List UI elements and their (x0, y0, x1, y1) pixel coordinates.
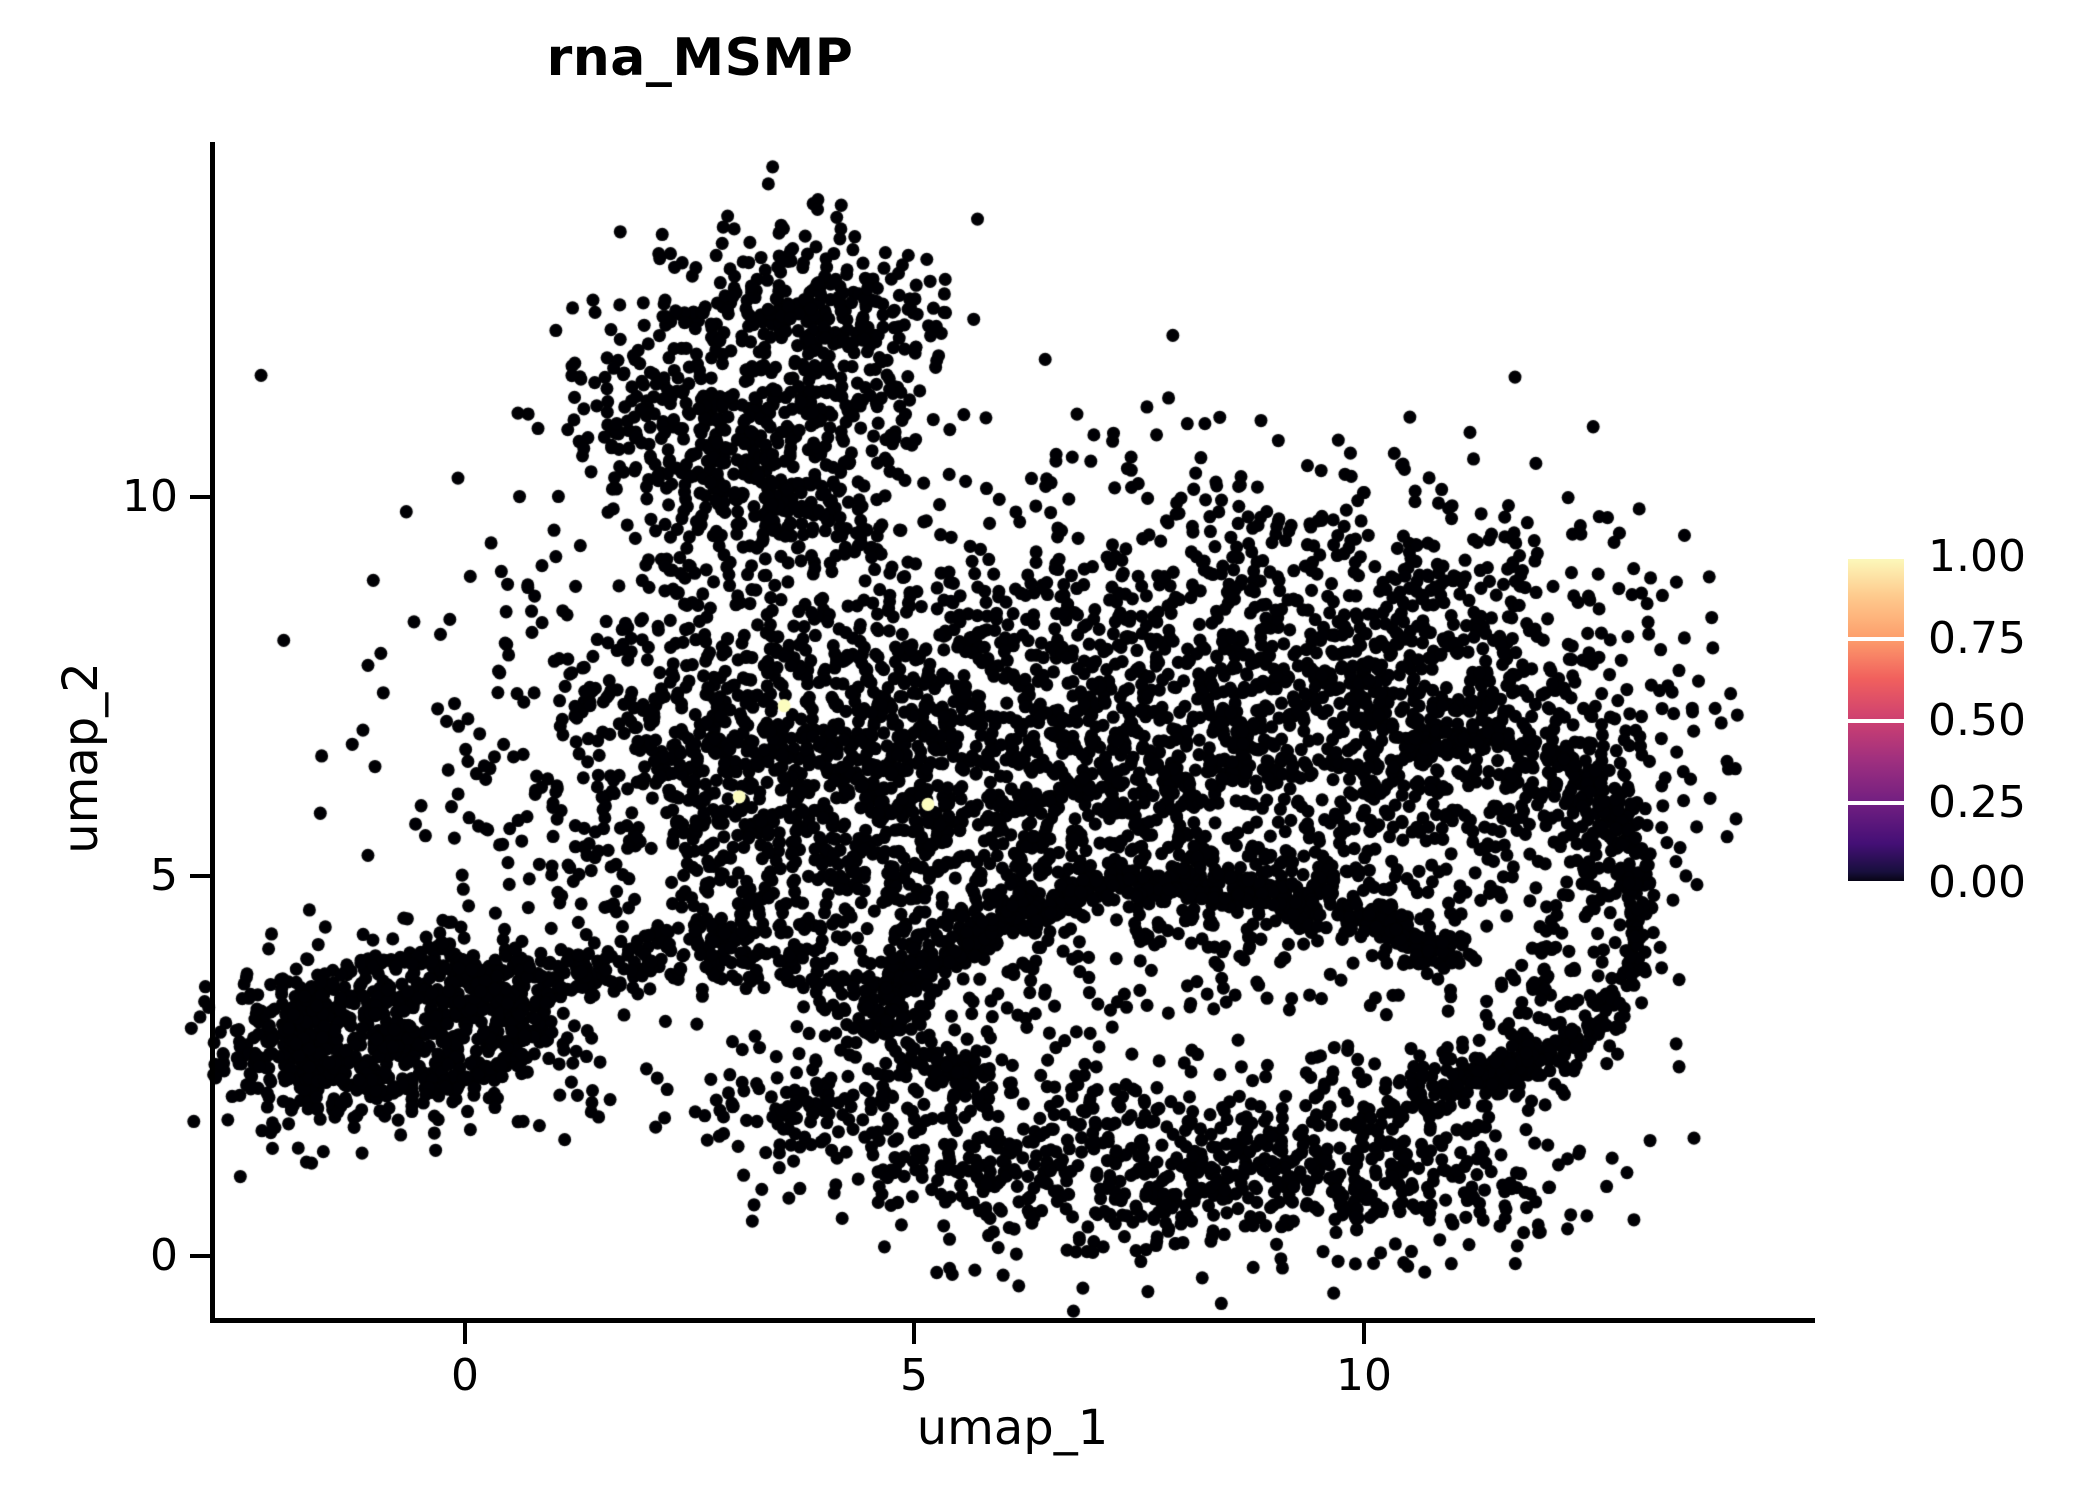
colorbar-label-1.00: 1.00 (1928, 531, 2026, 582)
x-tick-label-5: 5 (900, 1350, 928, 1401)
x-tick-mark-5 (912, 1322, 916, 1344)
colorbar-tick-0.00 (1848, 881, 1904, 885)
colorbar-tick-0.50 (1848, 719, 1904, 723)
colorbar-tick-1.00 (1848, 555, 1904, 559)
y-axis-label: umap_2 (53, 662, 109, 854)
colorbar-label-0.75: 0.75 (1928, 613, 2026, 664)
colorbar-label-0.50: 0.50 (1928, 695, 2026, 746)
colorbar-tick-0.75 (1848, 637, 1904, 641)
colorbar-label-0.00: 0.00 (1928, 857, 2026, 908)
y-axis-spine (210, 142, 215, 1322)
x-tick-label-10: 10 (1336, 1350, 1392, 1401)
y-tick-label-10: 10 (122, 471, 178, 522)
y-tick-label-0: 0 (150, 1230, 178, 1281)
colorbar-label-0.25: 0.25 (1928, 777, 2026, 828)
y-tick-mark-0 (190, 1254, 211, 1258)
x-tick-mark-0 (463, 1322, 467, 1344)
x-axis-label: umap_1 (916, 1400, 1109, 1456)
y-tick-mark-5 (190, 874, 211, 878)
x-axis-spine (210, 1318, 1815, 1323)
colorbar-tick-0.25 (1848, 801, 1904, 805)
y-tick-mark-10 (190, 495, 211, 499)
x-tick-label-0: 0 (451, 1350, 479, 1401)
y-tick-label-5: 5 (150, 850, 178, 901)
x-tick-mark-10 (1362, 1322, 1366, 1344)
